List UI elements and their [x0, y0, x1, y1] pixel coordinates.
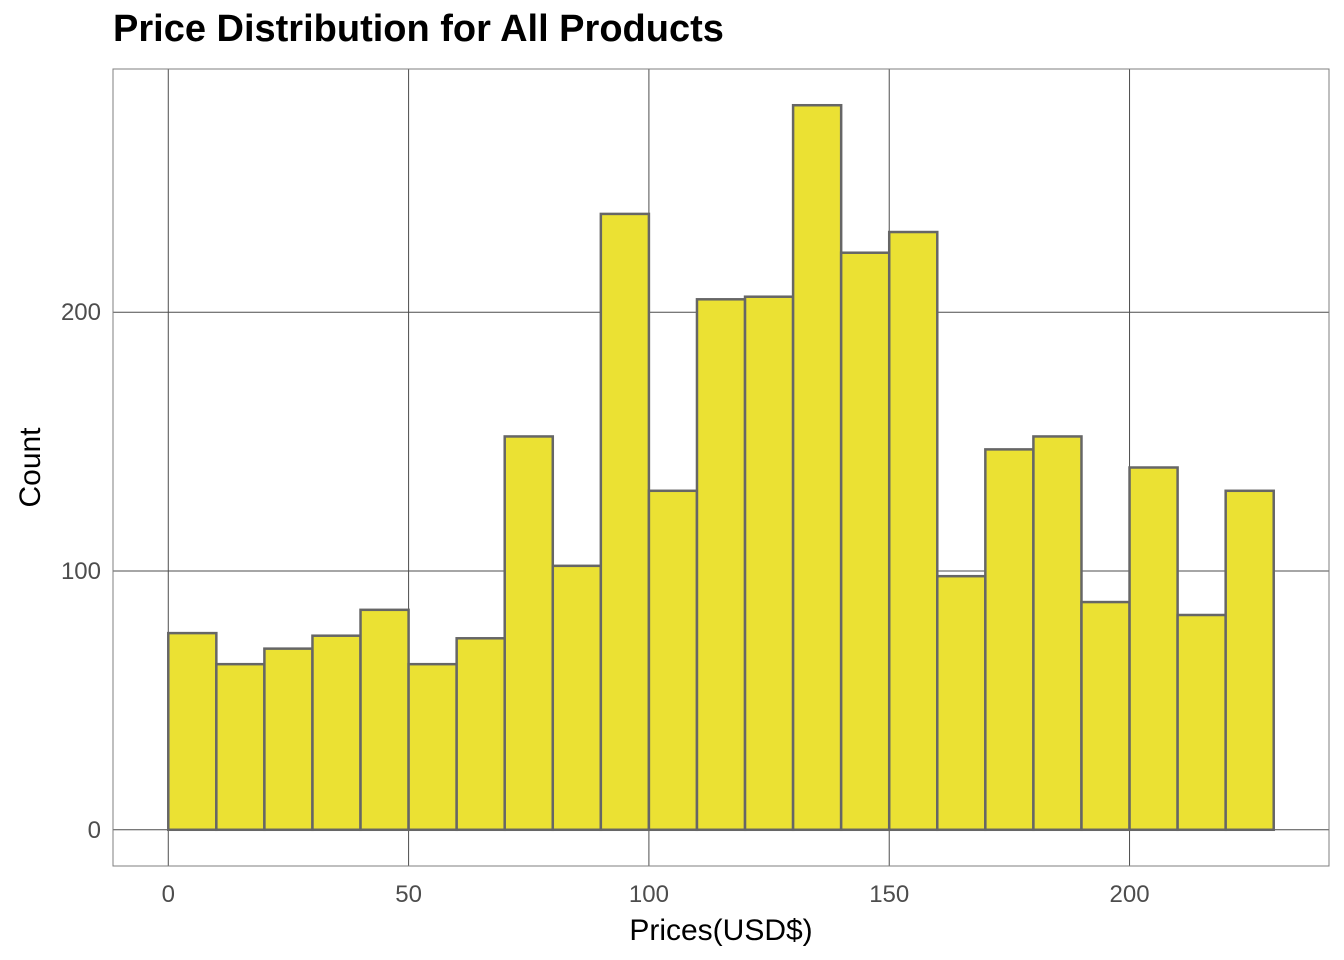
- histogram-bar: [936, 574, 987, 832]
- histogram-bar: [263, 647, 314, 832]
- histogram-bar: [407, 662, 458, 832]
- histogram-bar: [743, 295, 795, 832]
- histogram-bar: [1032, 435, 1083, 832]
- histogram-bar: [1080, 600, 1131, 832]
- histogram-bars: [167, 103, 1275, 832]
- x-axis-title: Prices(USD$): [629, 914, 812, 947]
- histogram-bar: [839, 251, 891, 832]
- histogram-bar: [984, 448, 1035, 832]
- histogram-bar: [1176, 613, 1227, 832]
- histogram-bar: [599, 212, 651, 832]
- histogram-bar: [551, 564, 603, 832]
- y-axis-title: Count: [14, 427, 47, 508]
- x-tick-label: 100: [629, 881, 669, 908]
- histogram-bar: [1128, 466, 1179, 832]
- x-tick-label: 50: [395, 881, 422, 908]
- y-axis-tick-labels: 0 100 200: [61, 299, 101, 844]
- histogram-bar: [791, 103, 843, 832]
- histogram-bar: [1224, 489, 1275, 832]
- y-tick-label: 100: [61, 558, 101, 585]
- histogram-bar: [167, 631, 218, 832]
- histogram-bar: [503, 435, 555, 832]
- histogram-bar: [455, 637, 506, 832]
- y-tick-label: 0: [88, 817, 101, 844]
- histogram-bar: [215, 662, 266, 832]
- x-tick-label: 0: [162, 881, 175, 908]
- histogram-bar: [695, 298, 747, 832]
- y-tick-label: 200: [61, 299, 101, 326]
- histogram-bar: [311, 634, 362, 832]
- histogram-bar: [359, 608, 410, 832]
- histogram-bar: [647, 489, 699, 832]
- histogram-bar: [887, 230, 939, 832]
- chart-title: Price Distribution for All Products: [113, 8, 724, 50]
- x-axis-tick-labels: 0 50 100 150 200: [162, 881, 1150, 908]
- panel-border: [112, 68, 1330, 867]
- x-tick-label: 150: [869, 881, 909, 908]
- x-tick-label: 200: [1110, 881, 1150, 908]
